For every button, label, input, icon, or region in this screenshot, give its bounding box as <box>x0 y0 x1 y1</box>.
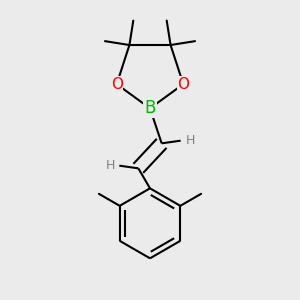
Text: H: H <box>185 134 195 147</box>
Text: B: B <box>144 99 156 117</box>
Text: H: H <box>105 159 115 172</box>
Text: O: O <box>111 76 123 92</box>
Text: O: O <box>177 76 189 92</box>
